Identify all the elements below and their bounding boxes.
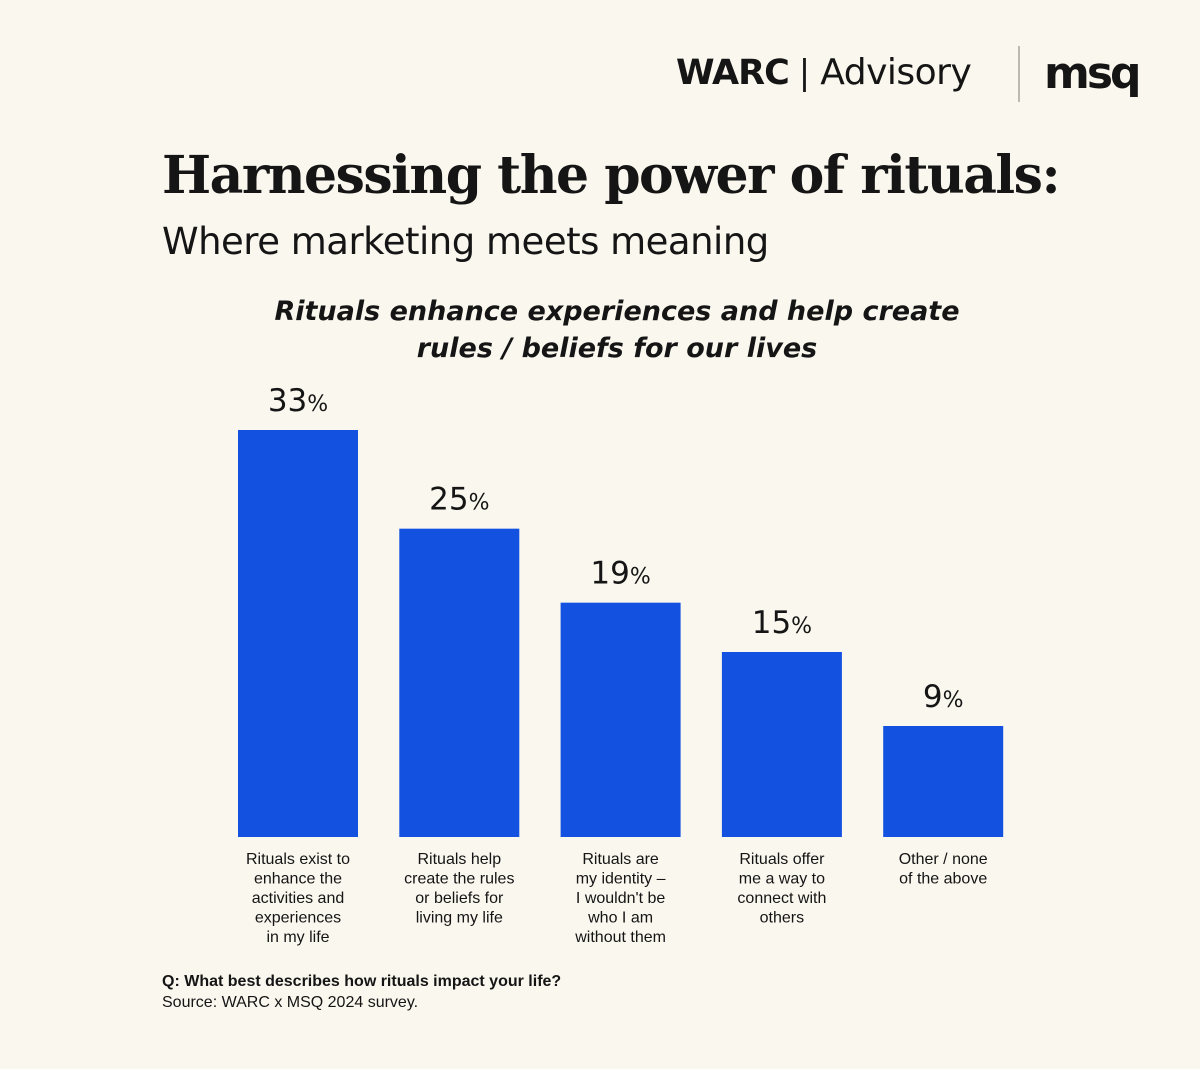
bar-5 — [883, 726, 1004, 837]
chart-title: Rituals enhance experiences and help cre… — [200, 293, 1034, 367]
advisory-label: Advisory — [820, 52, 972, 93]
category-label-5: Other / none of the above — [899, 851, 988, 888]
data-label-2: 25% — [429, 482, 489, 518]
brand-divider — [1018, 46, 1020, 102]
data-label-3: 19% — [590, 556, 650, 592]
warc-logo: WARC — [676, 52, 790, 93]
chart-title-line: Rituals enhance experiences and help cre… — [274, 296, 960, 327]
brand-separator: | — [798, 52, 811, 93]
category-label-2: Rituals help create the rules or beliefs f… — [404, 851, 514, 927]
bar-1 — [238, 430, 358, 837]
category-label-3: Rituals are my identity – I wouldn't be who… — [574, 851, 666, 946]
bar-3 — [560, 602, 681, 837]
msq-logo: msq — [1044, 48, 1142, 99]
page-title: Harnessing the power of rituals: — [162, 145, 1061, 206]
brand-lockup: WARC | Advisory — [676, 52, 972, 93]
data-label-1: 33% — [268, 383, 328, 419]
bar-2 — [399, 528, 520, 837]
source-note: Source: WARC x MSQ 2024 survey. — [162, 994, 419, 1011]
data-label-5: 9% — [923, 679, 964, 715]
chart-title-line: rules / beliefs for our lives — [416, 333, 818, 364]
category-label-1: Rituals exist to enhance the activities an… — [246, 851, 350, 946]
data-label-4: 15% — [752, 605, 812, 641]
chart-footer: Q: What best describes how rituals impac… — [162, 971, 561, 1013]
category-label-4: Rituals offer me a way to connect with othe… — [737, 851, 826, 927]
page-subtitle: Where marketing meets meaning — [162, 220, 769, 263]
bar-4 — [721, 652, 842, 837]
survey-question: Q: What best describes how rituals impac… — [162, 973, 562, 990]
